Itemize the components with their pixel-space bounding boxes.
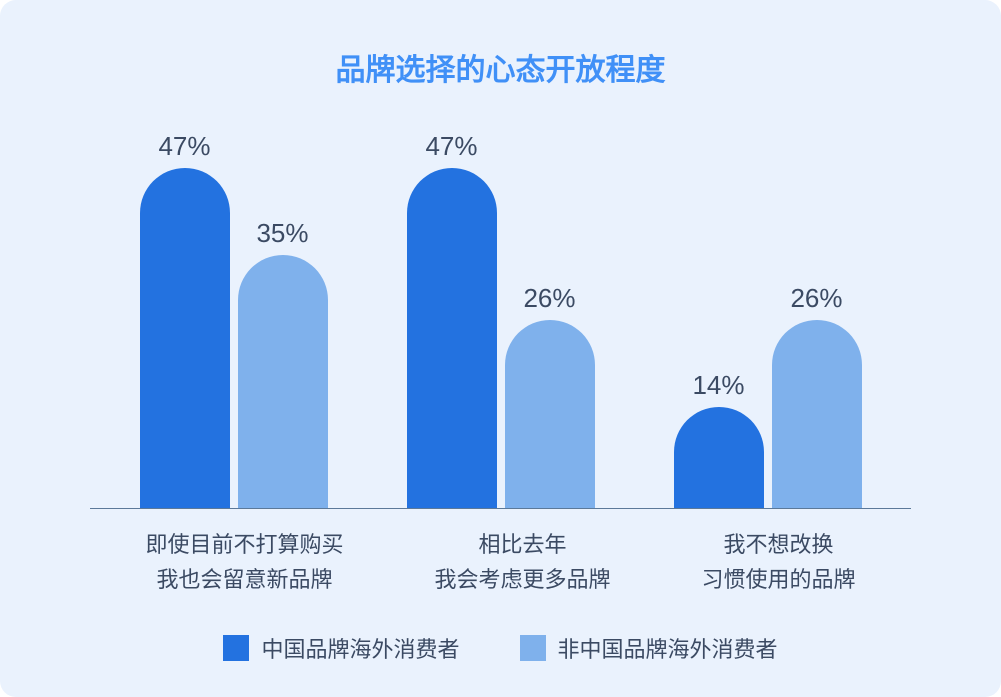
bar-group-1: 47% 26% <box>407 131 595 508</box>
bar <box>140 168 230 508</box>
legend-label: 中国品牌海外消费者 <box>261 632 459 664</box>
x-label-0: 即使目前不打算购买 我也会留意新品牌 <box>145 527 343 597</box>
bar-wrapper: 47% <box>407 131 497 508</box>
bar-value: 26% <box>790 283 842 314</box>
bar-value: 47% <box>425 131 477 162</box>
bar <box>674 407 764 508</box>
x-label-line1: 我不想改换 <box>701 527 855 562</box>
legend-swatch <box>520 635 546 661</box>
x-axis-labels: 即使目前不打算购买 我也会留意新品牌 相比去年 我会考虑更多品牌 我不想改换 习… <box>90 527 911 597</box>
bar-value: 14% <box>692 370 744 401</box>
chart-title: 品牌选择的心态开放程度 <box>90 45 911 89</box>
x-label-line2: 我会考虑更多品牌 <box>434 562 610 597</box>
bar-value: 26% <box>523 283 575 314</box>
bar-value: 47% <box>158 131 210 162</box>
x-label-line1: 即使目前不打算购买 <box>145 527 343 562</box>
bar <box>772 320 862 508</box>
legend: 中国品牌海外消费者 非中国品牌海外消费者 <box>90 632 911 664</box>
bar <box>407 168 497 508</box>
bar-wrapper: 14% <box>674 370 764 508</box>
x-label-2: 我不想改换 习惯使用的品牌 <box>701 527 855 597</box>
bar-wrapper: 35% <box>238 218 328 508</box>
bar-wrapper: 47% <box>140 131 230 508</box>
bar <box>238 255 328 508</box>
bar-wrapper: 26% <box>505 283 595 508</box>
x-label-line1: 相比去年 <box>434 527 610 562</box>
chart-container: 品牌选择的心态开放程度 47% 35% 47% 26% 14% <box>0 0 1001 697</box>
bar <box>505 320 595 508</box>
x-label-1: 相比去年 我会考虑更多品牌 <box>434 527 610 597</box>
bar-group-0: 47% 35% <box>140 131 328 508</box>
plot-area: 47% 35% 47% 26% 14% 26% <box>90 129 911 509</box>
bar-group-2: 14% 26% <box>674 283 862 508</box>
legend-item-0: 中国品牌海外消费者 <box>223 632 459 664</box>
legend-label: 非中国品牌海外消费者 <box>558 632 778 664</box>
x-label-line2: 习惯使用的品牌 <box>701 562 855 597</box>
bar-value: 35% <box>256 218 308 249</box>
legend-swatch <box>223 635 249 661</box>
legend-item-1: 非中国品牌海外消费者 <box>520 632 778 664</box>
bar-wrapper: 26% <box>772 283 862 508</box>
x-label-line2: 我也会留意新品牌 <box>145 562 343 597</box>
